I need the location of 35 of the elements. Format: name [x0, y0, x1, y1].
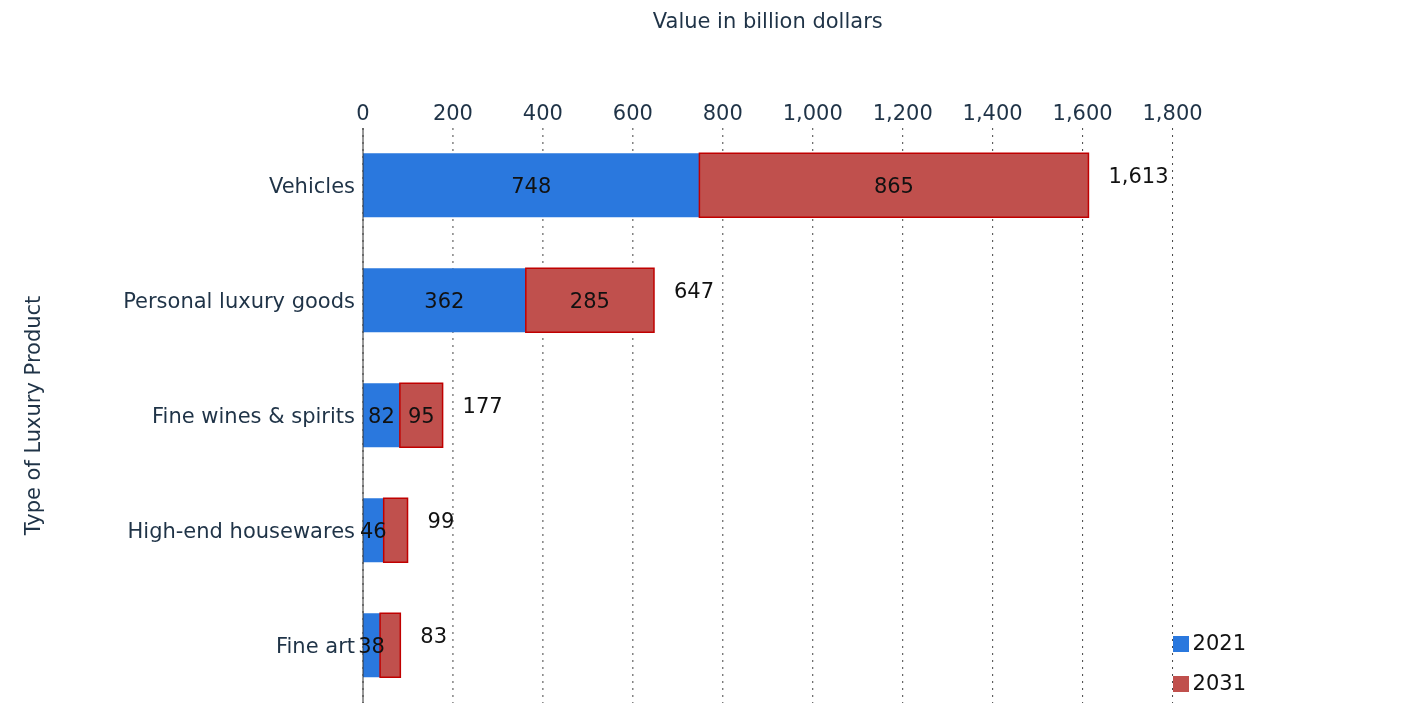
x-tick-label: 1,000	[782, 101, 843, 125]
legend-label: 2031	[1192, 671, 1246, 695]
x-tick-label: 0	[356, 101, 370, 125]
total-label: 83	[420, 624, 448, 649]
y-tick-label: Vehicles	[268, 173, 355, 198]
x-tick-label: 1,400	[962, 101, 1023, 125]
total-label: 177	[462, 394, 503, 419]
x-tick-label: 1,600	[1052, 101, 1113, 125]
legend-label: 2021	[1192, 631, 1246, 655]
y-tick-label: Fine wines & spirits	[152, 403, 355, 428]
data-label: 82	[368, 403, 395, 428]
y-tick-label: High-end housewares	[127, 518, 355, 543]
x-tick-label: 400	[522, 101, 563, 125]
x-tick-label: 600	[612, 101, 653, 125]
x-tick-label: 1,800	[1142, 101, 1203, 125]
data-label: 285	[569, 288, 610, 313]
x-tick-label: 800	[702, 101, 743, 125]
data-label: 748	[511, 173, 552, 198]
bar	[363, 268, 526, 333]
y-tick-label: Personal luxury goods	[123, 288, 355, 313]
data-label: 95	[407, 403, 435, 428]
total-label: 1,613	[1108, 164, 1169, 189]
total-label: 99	[427, 509, 455, 534]
data-label: 362	[424, 288, 465, 313]
x-tick-label: 1,200	[872, 101, 933, 125]
y-axis-title: Type of Luxury Product	[21, 295, 46, 537]
bar	[363, 153, 700, 218]
total-label: 647	[673, 279, 715, 304]
x-tick-label: 200	[432, 101, 473, 125]
bar	[525, 267, 655, 334]
x-axis-title: Value in billion dollars	[652, 8, 883, 33]
data-label: 865	[873, 173, 914, 198]
bar	[698, 152, 1090, 219]
y-tick-label: Fine art	[275, 633, 355, 658]
bar	[399, 382, 444, 449]
